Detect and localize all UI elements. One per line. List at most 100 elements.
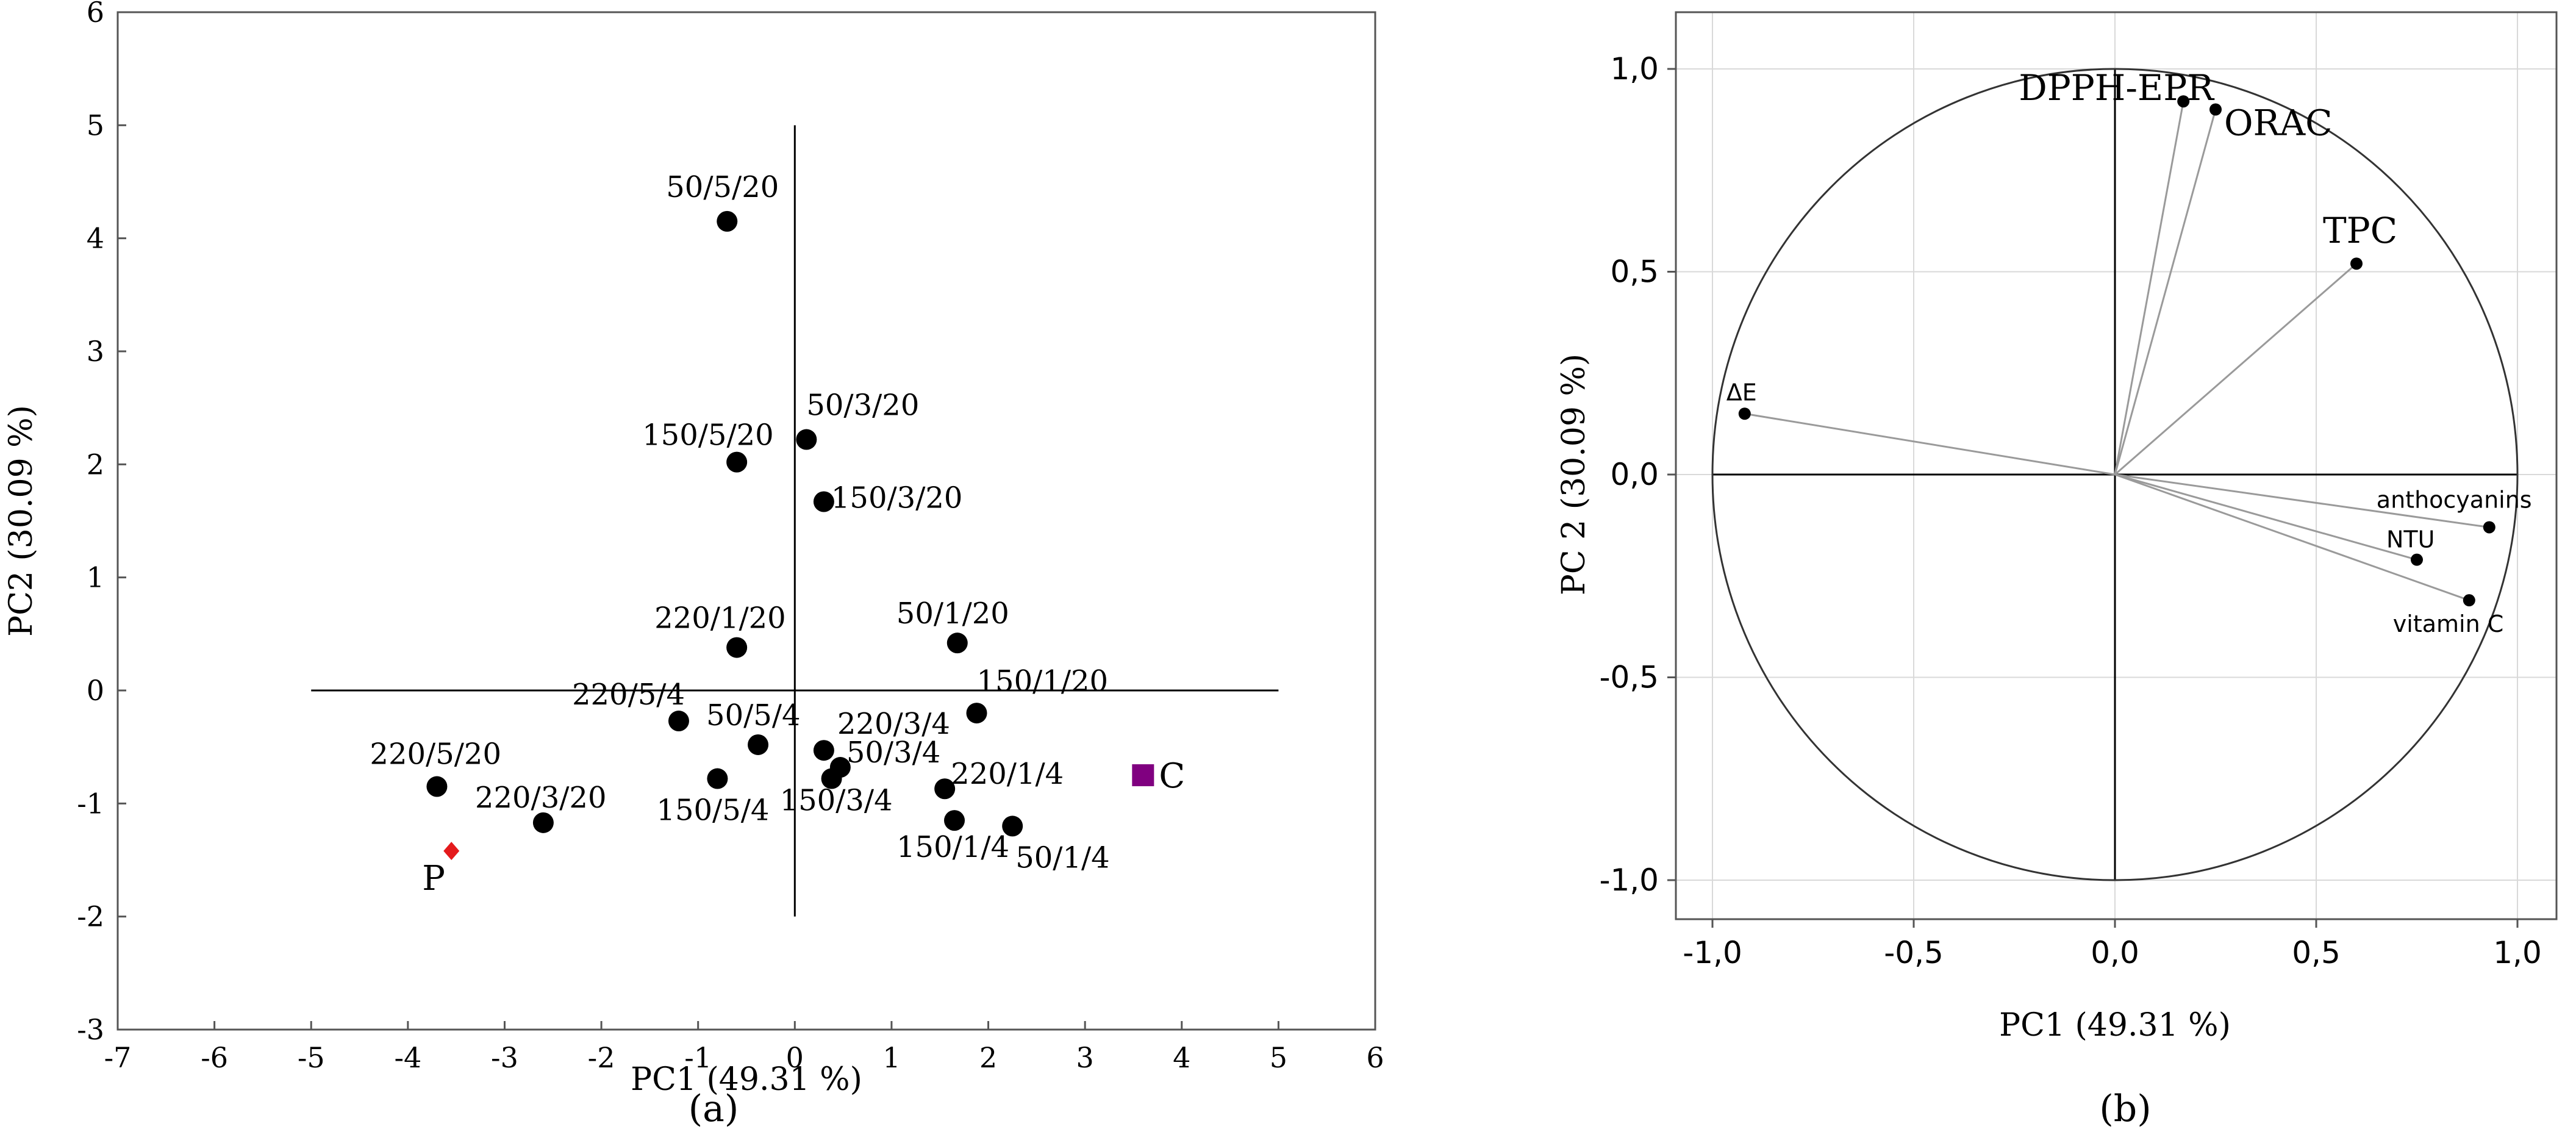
y-tick-label: -1,0 [1599, 862, 1659, 898]
x-tick-label: 0,5 [2292, 935, 2341, 970]
y-tick-label: -2 [77, 900, 104, 933]
loading-vector-label: NTU [2386, 526, 2435, 553]
score-point-label: 50/3/4 [846, 736, 941, 770]
panel-b-x-axis-label: PC1 (49.31 %) [1999, 1007, 2231, 1044]
y-tick-label: 2 [87, 448, 104, 481]
score-point [532, 812, 554, 833]
y-tick-label: 1 [87, 561, 104, 594]
x-tick-label: 2 [979, 1041, 997, 1074]
x-tick-label: -0,5 [1884, 935, 1944, 970]
y-tick-label: 3 [87, 335, 104, 368]
score-point [1002, 815, 1023, 837]
panel-a-score-plot: -7 -6 -5 -4 -3 -2 -1 0 1 2 3 4 5 6 -3 -2 -1 0 1 2 3 4 5 6 50/5/… [3, 0, 1384, 1129]
x-tick-label: -1,0 [1683, 935, 1742, 970]
y-tick-label: 5 [87, 109, 104, 142]
score-point [934, 778, 956, 800]
x-tick-label: -1 [684, 1041, 712, 1074]
x-tick-label: -2 [588, 1041, 615, 1074]
x-tick-label: -4 [394, 1041, 421, 1074]
loading-vector-line [1744, 412, 2116, 476]
score-point-label: 220/3/20 [475, 781, 607, 815]
score-point-label: 150/1/4 [896, 830, 1009, 864]
panel-b-y-axis-label: PC 2 (30.09 %) [1556, 354, 1592, 595]
panel-a-points: 50/5/20 50/3/20 150/5/20 150/3/20 220/1/20 50… [370, 170, 1185, 898]
loading-vector-point [2411, 553, 2423, 566]
loading-vector-line [2114, 263, 2357, 476]
loading-vector-line [2114, 473, 2417, 561]
loading-vector-point [2463, 594, 2475, 607]
score-point [821, 768, 842, 789]
x-tick-label: -6 [201, 1041, 228, 1074]
y-tick-label: 0,0 [1610, 457, 1659, 492]
score-point-label: 50/5/20 [666, 170, 779, 204]
x-tick-label: -5 [298, 1041, 325, 1074]
loading-vector-point [2350, 257, 2363, 270]
score-point [668, 711, 689, 732]
panel-a-x-axis-label: PC1 (49.31 %) [631, 1061, 862, 1098]
score-point [796, 429, 817, 450]
y-tick-label: 0,5 [1610, 254, 1659, 290]
y-tick-label: -3 [77, 1013, 104, 1046]
loading-vector-point [2177, 95, 2190, 108]
panel-b-label: (b) [2099, 1088, 2151, 1129]
x-tick-label: 4 [1173, 1041, 1190, 1074]
score-point [726, 637, 748, 658]
score-point [426, 776, 448, 797]
y-tick-label: 1,0 [1610, 51, 1659, 87]
x-tick-label: 0,0 [2091, 935, 2139, 970]
loading-vector-label: ΔE [1726, 379, 1757, 406]
panel-b-plot-frame [1675, 11, 2558, 920]
loading-vector-point [2209, 103, 2222, 116]
score-point-label: 220/1/4 [951, 757, 1064, 791]
panel-b-loading-plot: -1,0 -0,5 0,0 0,5 1,0 1,0 0,5 0,0 -0,5 -1,0 DPPH-… [1556, 11, 2558, 1129]
loading-vector-point [2483, 521, 2496, 534]
loading-vector-label: vitamin C [2393, 611, 2504, 637]
loading-vector-label: anthocyanins [2377, 486, 2532, 513]
y-tick-label: 6 [87, 0, 104, 29]
x-tick-label: -3 [491, 1041, 518, 1074]
y-tick-label: -0,5 [1599, 660, 1659, 695]
score-point-label: 50/5/4 [706, 698, 801, 733]
score-point [748, 734, 769, 755]
loading-vector-label: ORAC [2224, 102, 2332, 144]
score-point-label: 150/5/4 [656, 794, 769, 828]
score-point-label: 150/3/20 [831, 481, 963, 515]
panel-a-y-axis-label: PC2 (30.09 %) [3, 405, 40, 637]
panel-a-reference-lines [311, 125, 1279, 917]
loading-vector-line [2114, 101, 2184, 475]
panel-a-label: (a) [689, 1088, 739, 1129]
score-point [966, 703, 987, 724]
loading-vector-label: TPC [2323, 210, 2397, 251]
score-point [717, 210, 738, 232]
y-tick-label: 4 [87, 222, 104, 255]
x-tick-label: 3 [1076, 1041, 1094, 1074]
loading-vector-line [2114, 473, 2470, 601]
x-tick-label: 6 [1366, 1041, 1384, 1074]
score-point [946, 633, 968, 654]
y-tick-label: 0 [87, 674, 104, 707]
panel-a-plot-frame [116, 11, 1376, 1031]
loading-vector-label: DPPH-EPR [2019, 67, 2215, 109]
score-point-label: 220/5/4 [572, 678, 685, 712]
score-point-label: 220/3/4 [837, 707, 950, 741]
loading-vector-line [2114, 109, 2217, 475]
score-point-label: 220/5/20 [370, 737, 501, 772]
x-tick-label: 0 [786, 1041, 804, 1074]
x-tick-label: 1,0 [2493, 935, 2542, 970]
y-tick-label: -1 [77, 787, 104, 820]
x-tick-label: 1 [882, 1041, 900, 1074]
x-tick-label: -7 [104, 1041, 132, 1074]
loading-vector-point [1738, 407, 1751, 420]
panel-a-ticks: -7 -6 -5 -4 -3 -2 -1 0 1 2 3 4 5 6 -3 -2 -1 0 1 2 3 4 5 6 [77, 0, 1384, 1074]
control-point-square [1132, 764, 1154, 786]
score-point-label: 150/1/20 [977, 664, 1109, 698]
score-point [813, 491, 834, 512]
score-point [726, 451, 748, 473]
score-point [944, 810, 965, 831]
loading-vector-line [2114, 473, 2490, 528]
score-point-label: 150/3/4 [780, 784, 893, 818]
score-point-label: 220/1/20 [654, 601, 786, 636]
control-point-label: C [1159, 756, 1185, 796]
